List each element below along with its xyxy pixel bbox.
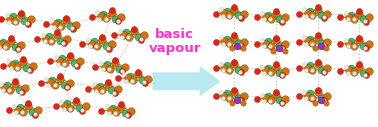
FancyArrow shape: [153, 67, 219, 95]
Text: basic
vapour: basic vapour: [149, 28, 201, 55]
